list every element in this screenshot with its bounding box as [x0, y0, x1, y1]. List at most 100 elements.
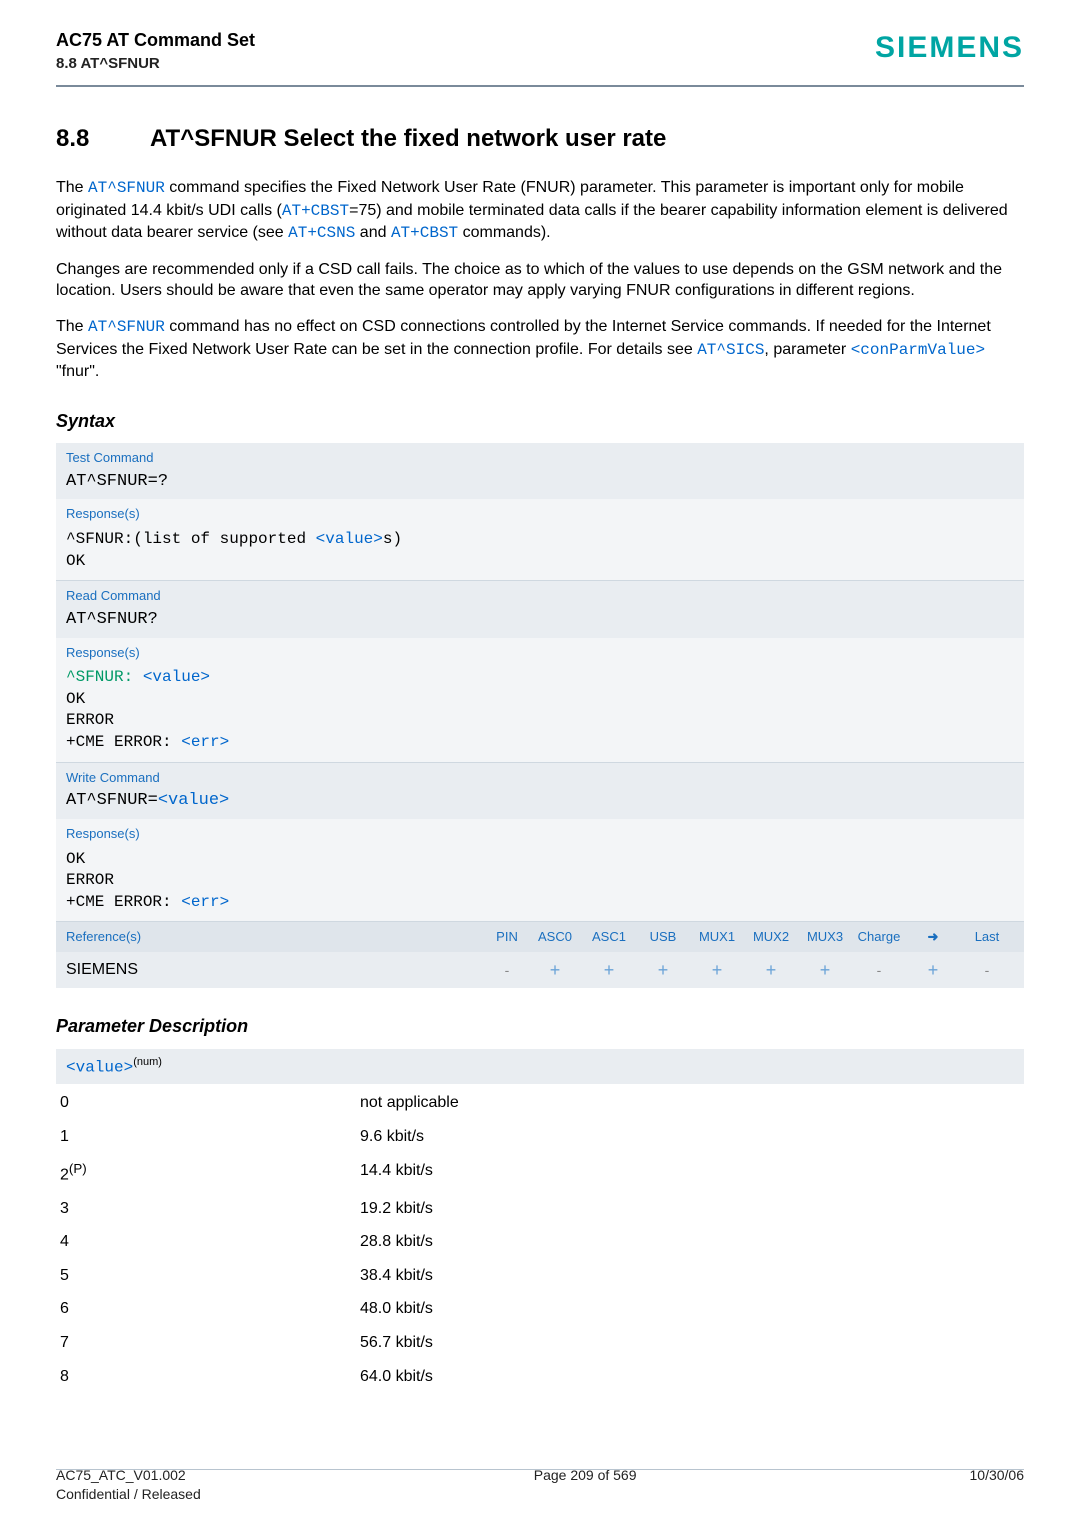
header-left: AC75 AT Command Set 8.8 AT^SFNUR — [56, 28, 255, 75]
table-row: 864.0 kbit/s — [56, 1360, 1024, 1394]
read-command-line: AT^SFNUR? — [56, 607, 1024, 638]
write-resp-cme: +CME ERROR: — [66, 893, 181, 911]
reference-header-row: Reference(s) PIN ASC0 ASC1 USB MUX1 MUX2… — [56, 922, 1024, 952]
cmd-link-sfnur[interactable]: AT^SFNUR — [88, 179, 165, 197]
test-resp-value-link[interactable]: <value> — [316, 530, 383, 548]
cmd-link-sfnur-2[interactable]: AT^SFNUR — [88, 318, 165, 336]
intro-p1: The AT^SFNUR command specifies the Fixed… — [56, 177, 1024, 245]
cmd-link-cbst-2[interactable]: AT+CBST — [391, 224, 458, 242]
siemens-val-7: - — [852, 961, 906, 980]
write-response-label: Response(s) — [56, 819, 1024, 845]
ref-col-mux2: MUX2 — [744, 928, 798, 946]
intro-p3-c: , parameter — [764, 341, 850, 358]
param-key: 0 — [56, 1086, 356, 1120]
param-value: 9.6 kbit/s — [356, 1120, 1024, 1154]
read-response-label: Response(s) — [56, 638, 1024, 664]
table-row: 648.0 kbit/s — [56, 1292, 1024, 1326]
ref-col-arrow: ➜ — [906, 928, 960, 946]
write-cmd-prefix: AT^SFNUR= — [66, 791, 158, 810]
param-key: 5 — [56, 1259, 356, 1293]
paramdesc-heading: Parameter Description — [56, 1014, 1024, 1038]
intro-p2: Changes are recommended only if a CSD ca… — [56, 259, 1024, 302]
intro-p3-a: The — [56, 318, 88, 335]
table-row: 19.6 kbit/s — [56, 1120, 1024, 1154]
intro-p1-e: commands). — [458, 224, 550, 241]
doc-subtitle: 8.8 AT^SFNUR — [56, 54, 255, 74]
param-head-sup: (num) — [133, 1056, 162, 1068]
read-resp-err-link[interactable]: <err> — [181, 733, 229, 751]
param-key: 2(P) — [56, 1154, 356, 1192]
brand-logo: SIEMENS — [875, 28, 1024, 69]
reference-siemens-row: SIEMENS - + + + + + + - + - — [56, 952, 1024, 988]
table-row: 319.2 kbit/s — [56, 1192, 1024, 1226]
test-resp-prefix: ^SFNUR: — [66, 530, 133, 548]
test-response: ^SFNUR:(list of supported <value>s) OK — [56, 525, 1024, 580]
siemens-val-8: + — [906, 958, 960, 982]
table-row: 428.8 kbit/s — [56, 1225, 1024, 1259]
footer-right: 10/30/06 — [970, 1466, 1025, 1504]
footer-left-2: Confidential / Released — [56, 1486, 201, 1502]
write-command-label: Write Command — [56, 763, 1024, 789]
param-value: 64.0 kbit/s — [356, 1360, 1024, 1394]
param-value: 14.4 kbit/s — [356, 1154, 1024, 1192]
intro-p3-d: "fnur". — [56, 363, 99, 380]
footer-left-1: AC75_ATC_V01.002 — [56, 1467, 186, 1483]
doc-title: AC75 AT Command Set — [56, 28, 255, 52]
write-resp-ok: OK — [66, 850, 85, 868]
read-resp-ok: OK — [66, 690, 85, 708]
param-key: 4 — [56, 1225, 356, 1259]
syntax-heading: Syntax — [56, 409, 1024, 433]
siemens-val-6: + — [798, 958, 852, 982]
cmd-link-conparm[interactable]: <conParmValue> — [851, 341, 985, 359]
param-key: 1 — [56, 1120, 356, 1154]
write-resp-err-link[interactable]: <err> — [181, 893, 229, 911]
cmd-link-cbst-1[interactable]: AT+CBST — [282, 202, 349, 220]
read-response: ^SFNUR: <value> OK ERROR +CME ERROR: <er… — [56, 663, 1024, 761]
read-command-label: Read Command — [56, 581, 1024, 607]
cmd-link-csns[interactable]: AT+CSNS — [288, 224, 355, 242]
table-row: 756.7 kbit/s — [56, 1326, 1024, 1360]
param-value: 38.4 kbit/s — [356, 1259, 1024, 1293]
siemens-val-0: - — [486, 961, 528, 980]
param-value: 56.7 kbit/s — [356, 1326, 1024, 1360]
param-key: 8 — [56, 1360, 356, 1394]
intro-p1-a: The — [56, 179, 88, 196]
intro-p3: The AT^SFNUR command has no effect on CS… — [56, 316, 1024, 383]
write-resp-error: ERROR — [66, 871, 114, 889]
siemens-val-3: + — [636, 958, 690, 982]
page-footer: AC75_ATC_V01.002 Confidential / Released… — [56, 1466, 1024, 1504]
siemens-val-5: + — [744, 958, 798, 982]
write-response: OK ERROR +CME ERROR: <err> — [56, 845, 1024, 922]
write-cmd-value-link[interactable]: <value> — [158, 791, 229, 810]
ref-col-usb: USB — [636, 928, 690, 946]
test-response-label: Response(s) — [56, 499, 1024, 525]
ref-col-mux3: MUX3 — [798, 928, 852, 946]
ref-col-charge: Charge — [852, 928, 906, 946]
ref-col-last: Last — [960, 928, 1014, 946]
footer-center: Page 209 of 569 — [534, 1466, 637, 1504]
param-value: 19.2 kbit/s — [356, 1192, 1024, 1226]
write-command-line: AT^SFNUR=<value> — [56, 788, 1024, 819]
param-value: 48.0 kbit/s — [356, 1292, 1024, 1326]
cmd-link-sics[interactable]: AT^SICS — [697, 341, 764, 359]
param-value: 28.8 kbit/s — [356, 1225, 1024, 1259]
reference-label: Reference(s) — [66, 928, 486, 946]
footer-left: AC75_ATC_V01.002 Confidential / Released — [56, 1466, 201, 1504]
header-rule — [56, 85, 1024, 87]
siemens-val-2: + — [582, 958, 636, 982]
siemens-val-4: + — [690, 958, 744, 982]
read-resp-prefix: ^SFNUR: — [66, 668, 143, 686]
ref-col-asc0: ASC0 — [528, 928, 582, 946]
table-row: 538.4 kbit/s — [56, 1259, 1024, 1293]
section-title: AT^SFNUR Select the fixed network user r… — [150, 123, 666, 155]
param-head-value-link[interactable]: <value> — [66, 1058, 133, 1076]
read-resp-value-link[interactable]: <value> — [143, 668, 210, 686]
section-heading: 8.8 AT^SFNUR Select the fixed network us… — [56, 123, 1024, 155]
siemens-val-1: + — [528, 958, 582, 982]
param-key: 7 — [56, 1326, 356, 1360]
read-resp-error: ERROR — [66, 711, 114, 729]
param-value: not applicable — [356, 1086, 1024, 1120]
test-command-line: AT^SFNUR=? — [56, 469, 1024, 500]
ref-col-pin: PIN — [486, 928, 528, 946]
table-row: 2(P)14.4 kbit/s — [56, 1154, 1024, 1192]
